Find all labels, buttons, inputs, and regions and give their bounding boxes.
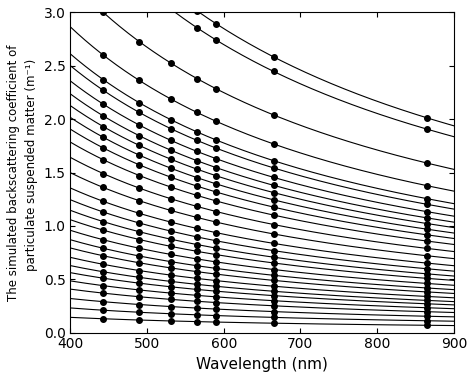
Y-axis label: The simulated backscattering coefficient of
    particulate suspended matter (m⁻: The simulated backscattering coefficient…: [7, 44, 38, 301]
X-axis label: Wavelength (nm): Wavelength (nm): [196, 357, 328, 372]
